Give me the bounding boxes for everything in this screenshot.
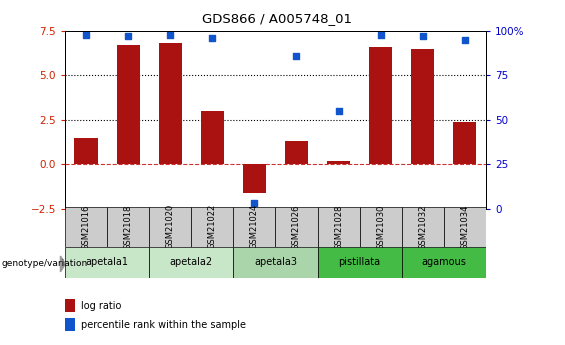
Text: apetala1: apetala1 xyxy=(85,257,129,267)
Bar xyxy=(369,47,392,164)
Text: GSM21024: GSM21024 xyxy=(250,204,259,249)
Bar xyxy=(327,161,350,164)
Text: genotype/variation: genotype/variation xyxy=(1,259,88,268)
Text: GSM21016: GSM21016 xyxy=(81,204,90,249)
Text: GSM21028: GSM21028 xyxy=(334,204,343,249)
Bar xyxy=(233,247,318,278)
Bar xyxy=(65,207,107,247)
Point xyxy=(460,37,470,43)
Bar xyxy=(65,247,149,278)
Bar xyxy=(402,207,444,247)
Bar xyxy=(65,299,75,312)
Bar xyxy=(318,207,360,247)
Text: pistillata: pistillata xyxy=(338,257,381,267)
Bar xyxy=(243,164,266,193)
Bar xyxy=(402,247,486,278)
Text: GSM21022: GSM21022 xyxy=(208,204,217,249)
Bar xyxy=(453,122,476,164)
Text: GDS866 / A005748_01: GDS866 / A005748_01 xyxy=(202,12,352,25)
Bar xyxy=(444,207,486,247)
Text: apetala3: apetala3 xyxy=(254,257,297,267)
Text: GSM21026: GSM21026 xyxy=(292,204,301,249)
Point xyxy=(124,33,133,39)
Point xyxy=(166,32,175,37)
Point xyxy=(250,201,259,206)
Bar xyxy=(233,207,276,247)
Text: GSM21032: GSM21032 xyxy=(418,204,427,249)
Point xyxy=(376,32,385,37)
Text: agamous: agamous xyxy=(421,257,466,267)
Bar xyxy=(360,207,402,247)
Point xyxy=(418,33,427,39)
Text: GSM21034: GSM21034 xyxy=(460,204,470,249)
Text: log ratio: log ratio xyxy=(81,300,121,310)
Point xyxy=(334,108,343,114)
Bar xyxy=(116,45,140,164)
Bar xyxy=(65,318,75,331)
Bar xyxy=(411,49,434,164)
Bar xyxy=(75,138,98,164)
Text: percentile rank within the sample: percentile rank within the sample xyxy=(81,319,246,329)
Bar xyxy=(201,111,224,164)
Bar xyxy=(318,247,402,278)
Point xyxy=(292,53,301,59)
Bar xyxy=(191,207,233,247)
Bar xyxy=(107,207,149,247)
Text: GSM21018: GSM21018 xyxy=(124,204,133,249)
Bar xyxy=(149,207,191,247)
Polygon shape xyxy=(60,256,66,272)
Bar xyxy=(149,247,233,278)
Point xyxy=(208,36,217,41)
Bar xyxy=(276,207,318,247)
Point xyxy=(81,32,90,37)
Bar xyxy=(159,43,182,164)
Bar xyxy=(285,141,308,164)
Text: apetala2: apetala2 xyxy=(170,257,213,267)
Text: GSM21020: GSM21020 xyxy=(166,204,175,249)
Text: GSM21030: GSM21030 xyxy=(376,204,385,249)
